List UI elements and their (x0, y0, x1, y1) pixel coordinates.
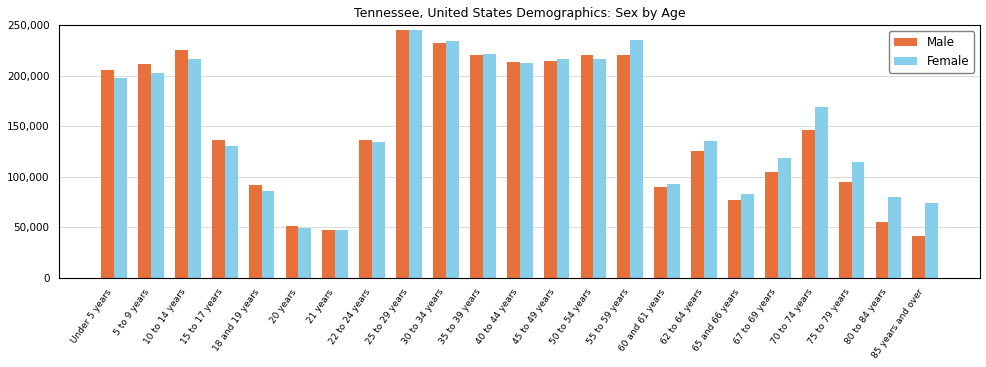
Title: Tennessee, United States Demographics: Sex by Age: Tennessee, United States Demographics: S… (354, 7, 685, 20)
Bar (446, 41, 458, 278)
Bar (151, 73, 164, 278)
Bar (911, 236, 924, 278)
Bar (838, 182, 851, 278)
Bar (138, 63, 151, 278)
Bar (690, 150, 703, 278)
Bar (506, 62, 520, 278)
Bar (114, 78, 127, 278)
Bar (175, 50, 187, 278)
Bar (924, 203, 938, 278)
Bar (225, 146, 238, 278)
Bar (740, 194, 753, 278)
Bar (248, 185, 261, 278)
Bar (335, 230, 348, 278)
Bar (887, 197, 900, 278)
Bar (408, 30, 422, 278)
Bar (187, 59, 200, 278)
Bar (482, 54, 495, 278)
Bar (433, 43, 446, 278)
Bar (801, 130, 813, 278)
Bar (875, 222, 887, 278)
Bar (617, 55, 630, 278)
Legend: Male, Female: Male, Female (888, 31, 973, 73)
Bar (777, 157, 790, 278)
Bar (813, 107, 826, 278)
Bar (728, 200, 740, 278)
Bar (285, 226, 298, 278)
Bar (654, 187, 667, 278)
Bar (322, 230, 335, 278)
Bar (764, 172, 777, 278)
Bar (851, 161, 864, 278)
Bar (630, 40, 643, 278)
Bar (593, 59, 605, 278)
Bar (212, 141, 225, 278)
Bar (703, 141, 716, 278)
Bar (543, 61, 556, 278)
Bar (556, 59, 569, 278)
Bar (359, 141, 372, 278)
Bar (469, 55, 482, 278)
Bar (667, 184, 679, 278)
Bar (395, 30, 408, 278)
Bar (520, 63, 532, 278)
Bar (372, 142, 385, 278)
Bar (101, 70, 114, 278)
Bar (261, 191, 274, 278)
Bar (580, 55, 593, 278)
Bar (298, 228, 311, 278)
